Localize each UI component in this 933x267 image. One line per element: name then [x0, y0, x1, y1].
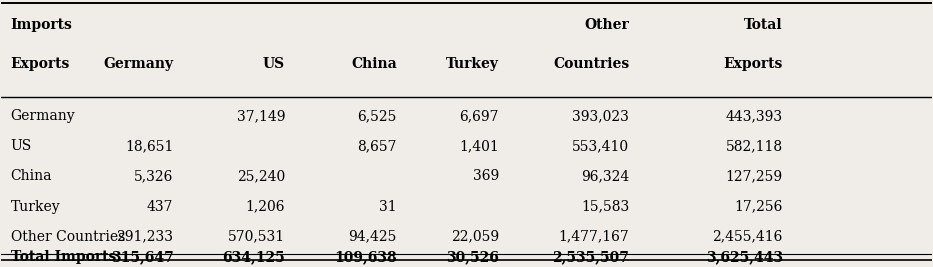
- Text: 1,401: 1,401: [459, 139, 499, 154]
- Text: 15,583: 15,583: [581, 199, 629, 214]
- Text: Other: Other: [585, 18, 629, 32]
- Text: Total: Total: [745, 18, 783, 32]
- Text: 25,240: 25,240: [237, 170, 285, 183]
- Text: 37,149: 37,149: [237, 109, 285, 123]
- Text: China: China: [351, 57, 397, 71]
- Text: Exports: Exports: [723, 57, 783, 71]
- Text: 30,526: 30,526: [446, 250, 499, 265]
- Text: Turkey: Turkey: [446, 57, 499, 71]
- Text: Germany: Germany: [104, 57, 174, 71]
- Text: Countries: Countries: [553, 57, 629, 71]
- Text: 2,455,416: 2,455,416: [713, 230, 783, 244]
- Text: 5,326: 5,326: [134, 170, 174, 183]
- Text: 22,059: 22,059: [451, 230, 499, 244]
- Text: 315,647: 315,647: [111, 250, 174, 265]
- Text: 96,324: 96,324: [581, 170, 629, 183]
- Text: US: US: [10, 139, 32, 154]
- Text: 6,525: 6,525: [357, 109, 397, 123]
- Text: 369: 369: [473, 170, 499, 183]
- Text: Exports: Exports: [10, 57, 70, 71]
- Text: 127,259: 127,259: [726, 170, 783, 183]
- Text: Germany: Germany: [10, 109, 76, 123]
- Text: 31: 31: [379, 199, 397, 214]
- Text: 443,393: 443,393: [726, 109, 783, 123]
- Text: China: China: [10, 170, 52, 183]
- Text: 109,638: 109,638: [334, 250, 397, 265]
- Text: Other Countries: Other Countries: [10, 230, 125, 244]
- Text: 393,023: 393,023: [573, 109, 629, 123]
- Text: Imports: Imports: [10, 18, 73, 32]
- Text: 582,118: 582,118: [726, 139, 783, 154]
- Text: Total Imports: Total Imports: [10, 250, 116, 265]
- Text: 6,697: 6,697: [460, 109, 499, 123]
- Text: 2,535,507: 2,535,507: [552, 250, 629, 265]
- Text: 553,410: 553,410: [572, 139, 629, 154]
- Text: 570,531: 570,531: [228, 230, 285, 244]
- Text: 1,477,167: 1,477,167: [559, 230, 629, 244]
- Text: 437: 437: [147, 199, 174, 214]
- Text: Turkey: Turkey: [10, 199, 61, 214]
- Text: 3,625,443: 3,625,443: [705, 250, 783, 265]
- Text: 94,425: 94,425: [348, 230, 397, 244]
- Text: 1,206: 1,206: [245, 199, 285, 214]
- Text: 17,256: 17,256: [734, 199, 783, 214]
- Text: US: US: [263, 57, 285, 71]
- Text: 634,125: 634,125: [222, 250, 285, 265]
- Text: 18,651: 18,651: [125, 139, 174, 154]
- Text: 8,657: 8,657: [357, 139, 397, 154]
- Text: 291,233: 291,233: [117, 230, 174, 244]
